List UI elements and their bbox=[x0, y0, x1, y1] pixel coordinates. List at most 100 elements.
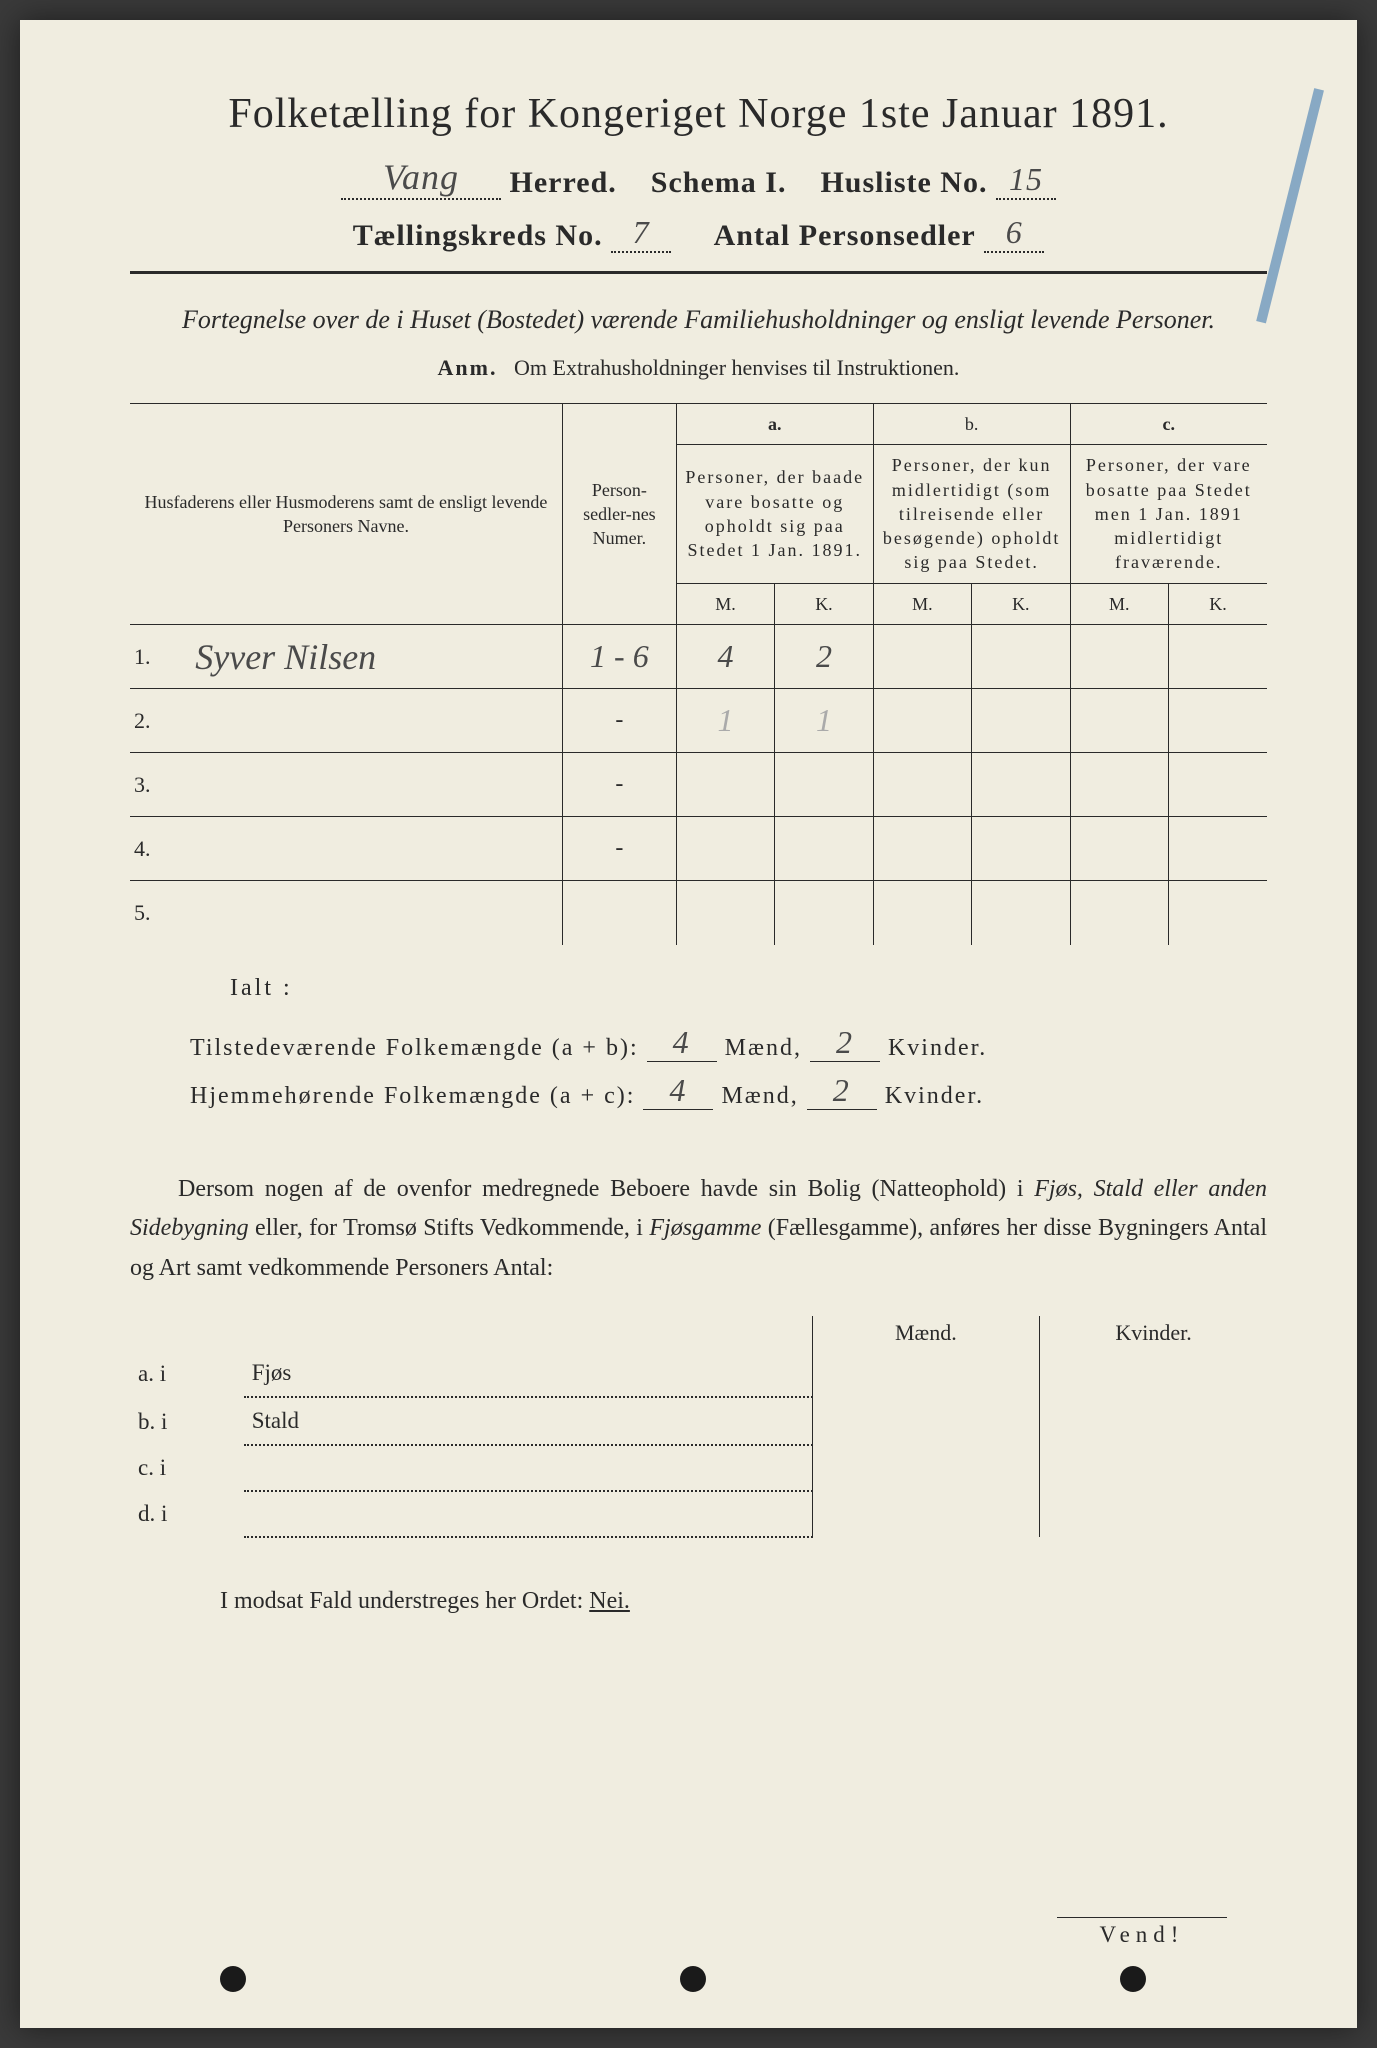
row-bk bbox=[972, 753, 1070, 817]
row-sedler bbox=[562, 881, 676, 945]
th-a-m: M. bbox=[676, 583, 774, 624]
row-cm bbox=[1070, 817, 1168, 881]
punch-hole bbox=[1120, 1966, 1146, 1992]
sum1-label: Tilstedeværende Folkemængde (a + b): bbox=[190, 1035, 639, 1061]
row-am bbox=[676, 881, 774, 945]
row-bm bbox=[873, 817, 971, 881]
side-row-text: Stald bbox=[244, 1397, 813, 1445]
row-cm bbox=[1070, 625, 1168, 689]
table-row: 1. Syver Nilsen 1 - 6 4 2 bbox=[130, 625, 1267, 689]
col-num-header: Person-sedler-nes Numer. bbox=[562, 404, 676, 625]
schema-label: Schema I. bbox=[651, 166, 787, 199]
col-b-header: Personer, der kun midlertidigt (som tilr… bbox=[873, 445, 1070, 583]
header-row-1: Vang Herred. Schema I. Husliste No. 15 bbox=[130, 156, 1267, 200]
th-b-k: K. bbox=[972, 583, 1070, 624]
row-num: 2. bbox=[130, 689, 183, 753]
th-c-m: M. bbox=[1070, 583, 1168, 624]
row-name bbox=[183, 753, 562, 817]
punch-hole bbox=[680, 1966, 706, 1992]
herred-label: Herred. bbox=[510, 166, 617, 199]
maend-label: Mænd, bbox=[721, 1083, 798, 1109]
kreds-value: 7 bbox=[611, 214, 671, 253]
row-bm bbox=[873, 881, 971, 945]
side-row: b. i Stald bbox=[130, 1397, 1267, 1445]
side-row-text bbox=[244, 1491, 813, 1537]
row-am bbox=[676, 753, 774, 817]
row-bm bbox=[873, 689, 971, 753]
sum2-m: 4 bbox=[643, 1072, 713, 1110]
row-bm bbox=[873, 625, 971, 689]
table-body: 1. Syver Nilsen 1 - 6 4 2 2. - 1 1 bbox=[130, 625, 1267, 945]
row-ak bbox=[775, 881, 873, 945]
husliste-label: Husliste No. bbox=[820, 166, 987, 199]
row-num: 4. bbox=[130, 817, 183, 881]
row-num: 1. bbox=[130, 625, 183, 689]
header-row-2: Tællingskreds No. 7 Antal Personsedler 6 bbox=[130, 214, 1267, 253]
side-row-k bbox=[1040, 1397, 1267, 1445]
maend-label: Mænd, bbox=[725, 1035, 802, 1061]
modsat-line: I modsat Fald understreges her Ordet: Ne… bbox=[220, 1588, 1267, 1615]
sum2-k: 2 bbox=[807, 1072, 877, 1110]
page-title: Folketælling for Kongeriget Norge 1ste J… bbox=[130, 90, 1267, 138]
kvinder-label: Kvinder. bbox=[885, 1083, 984, 1109]
divider bbox=[130, 271, 1267, 274]
col-c-label: c. bbox=[1070, 404, 1267, 445]
col-a-label: a. bbox=[676, 404, 873, 445]
side-kvinder-header: Kvinder. bbox=[1040, 1316, 1267, 1350]
col-name-text: Husfaderens eller Husmoderens samt de en… bbox=[145, 492, 548, 536]
husliste-value: 15 bbox=[996, 161, 1056, 200]
sum1-k: 2 bbox=[810, 1024, 880, 1062]
th-b-m: M. bbox=[873, 583, 971, 624]
side-row-label: d. i bbox=[130, 1491, 244, 1537]
sum1-m: 4 bbox=[647, 1024, 717, 1062]
side-row-m bbox=[812, 1397, 1039, 1445]
row-ck bbox=[1168, 817, 1267, 881]
side-row-k bbox=[1040, 1491, 1267, 1537]
row-ck bbox=[1168, 881, 1267, 945]
row-cm bbox=[1070, 689, 1168, 753]
row-cm bbox=[1070, 753, 1168, 817]
anm-label: Anm. bbox=[438, 355, 498, 380]
side-row: a. i Fjøs bbox=[130, 1350, 1267, 1397]
side-row-label: a. i bbox=[130, 1350, 244, 1397]
row-bk bbox=[972, 817, 1070, 881]
row-name bbox=[183, 881, 562, 945]
table-row: 3. - bbox=[130, 753, 1267, 817]
side-maend-header: Mænd. bbox=[812, 1316, 1039, 1350]
side-row-m bbox=[812, 1445, 1039, 1491]
main-table: Husfaderens eller Husmoderens samt de en… bbox=[130, 403, 1267, 945]
sum-line-2: Hjemmehørende Folkemængde (a + c): 4 Mæn… bbox=[190, 1072, 1267, 1110]
row-sedler: 1 - 6 bbox=[562, 625, 676, 689]
row-name bbox=[183, 689, 562, 753]
punch-hole bbox=[220, 1966, 246, 1992]
side-building-table: Mænd. Kvinder. a. i Fjøs b. i Stald c. i… bbox=[130, 1316, 1267, 1538]
side-row: d. i bbox=[130, 1491, 1267, 1537]
nei-word: Nei. bbox=[589, 1588, 630, 1614]
row-bk bbox=[972, 881, 1070, 945]
kreds-label: Tællingskreds No. bbox=[353, 219, 603, 252]
row-am bbox=[676, 817, 774, 881]
kvinder-label: Kvinder. bbox=[888, 1035, 987, 1061]
row-num: 3. bbox=[130, 753, 183, 817]
side-row-m bbox=[812, 1350, 1039, 1397]
th-c-k: K. bbox=[1168, 583, 1267, 624]
col-a-header: Personer, der baade vare bosatte og opho… bbox=[676, 445, 873, 583]
herred-value: Vang bbox=[341, 156, 501, 200]
side-row-label: b. i bbox=[130, 1397, 244, 1445]
side-row: c. i bbox=[130, 1445, 1267, 1491]
side-row-text bbox=[244, 1445, 813, 1491]
row-num: 5. bbox=[130, 881, 183, 945]
side-row-k bbox=[1040, 1445, 1267, 1491]
row-sedler: - bbox=[562, 753, 676, 817]
row-ak: 2 bbox=[775, 625, 873, 689]
side-building-paragraph: Dersom nogen af de ovenfor medregnede Be… bbox=[130, 1170, 1267, 1289]
table-row: 2. - 1 1 bbox=[130, 689, 1267, 753]
side-row-m bbox=[812, 1491, 1039, 1537]
anm-note: Anm. Om Extrahusholdninger henvises til … bbox=[130, 355, 1267, 381]
row-ck bbox=[1168, 625, 1267, 689]
row-sedler: - bbox=[562, 817, 676, 881]
anm-text: Om Extrahusholdninger henvises til Instr… bbox=[514, 355, 959, 380]
sum-line-1: Tilstedeværende Folkemængde (a + b): 4 M… bbox=[190, 1024, 1267, 1062]
row-am: 4 bbox=[676, 625, 774, 689]
col-c-header: Personer, der vare bosatte paa Stedet me… bbox=[1070, 445, 1267, 583]
